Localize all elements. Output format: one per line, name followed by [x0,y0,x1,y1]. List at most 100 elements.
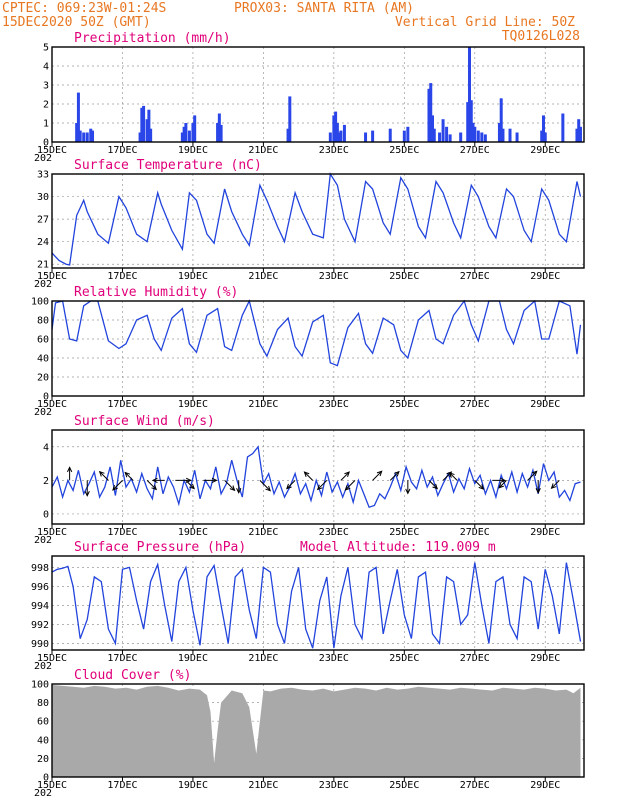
precip-bar [483,134,487,142]
x-tick-label: 25DEC [389,653,419,664]
precip-bar [431,115,435,142]
x-tick-label: 27DEC [460,780,490,791]
precip-bar [182,126,186,142]
precip-bar [499,98,503,142]
wind-arrow [317,480,328,490]
panel-frame [51,46,585,143]
x-tick-label: 19DEC [178,780,208,791]
y-tick-label: 996 [31,582,49,593]
precip-bar [328,132,332,142]
precip-bar [82,132,86,142]
wind-arrow-head [531,470,538,477]
precip-bar [335,123,339,142]
x-tick-label: 29DEC [530,271,560,282]
y-tick-label: 80 [37,316,49,327]
precip-bar [508,128,512,142]
x-tick-label: 21DEC [248,145,278,156]
x-tick-label: 21DEC [248,780,278,791]
precip-bar [75,123,79,142]
x-tick-label: 27DEC [460,271,490,282]
wind-arrow-head [448,472,455,478]
x-tick-label: 19DEC [178,399,208,410]
wind-arrow [474,480,484,490]
precip-bar [541,115,545,142]
x-tick-label: 25DEC [389,399,419,410]
wind-arrow [259,480,271,492]
y-tick-label: 4 [43,62,49,73]
wind-arrow-head [98,470,105,477]
wind-arrow-head [550,483,557,490]
precip-bar [501,128,505,142]
wind-arrow [112,480,123,491]
panel-cloud-cover: 0 20 40 60 80 100 15DEC 17DEC 19DEC 21DEC 23DEC 25D… [31,668,585,799]
precip-bar [89,128,93,142]
panel-humidity: 0 20 40 60 80 100 15DEC 17DEC 19DEC 21DEC 23DEC 25D… [31,285,585,418]
wind-arrow [340,471,350,481]
wind-arrow [224,480,235,491]
y-tick-label: 994 [31,601,49,612]
panel-title: Surface Wind (m/s) [74,414,215,429]
wind-arrow-head [498,482,504,489]
wind-arrow-head [189,483,195,490]
precip-bar [438,132,442,142]
wind-arrow-head [112,484,118,491]
y-tick-label: 80 [37,698,49,709]
x-year-label: 202 [34,153,52,164]
y-tick-label: 33 [37,170,49,181]
panel-pressure: 990 992 994 996 998 15DEC 17DEC 19DEC 21DEC 23DEC… [31,540,585,672]
precip-bar [147,109,151,142]
precip-bar [334,111,338,142]
x-tick-label: 17DEC [107,527,137,538]
x-tick-label: 23DEC [319,527,349,538]
precip-bar [339,130,343,142]
wind-arrow-head [84,491,90,497]
x-year-label: 202 [34,279,52,290]
header-run-time: 15DEC2020 50Z (GMT) [2,15,151,30]
panel-frame [51,173,585,269]
x-tick-label: 23DEC [319,271,349,282]
x-tick-label: 25DEC [389,527,419,538]
x-tick-label: 15DEC [37,780,67,791]
precip-bar [448,134,452,142]
precip-bar [191,123,195,142]
panel-title: Surface Pressure (hPa) [74,540,246,555]
x-tick-label: 29DEC [530,527,560,538]
precip-bar [342,124,346,142]
x-tick-label: 19DEC [178,653,208,664]
wind-arrow [345,480,356,491]
wind-arrow [372,470,383,481]
precip-bar [480,132,484,142]
y-tick-label: 20 [37,754,49,765]
precip-bar [402,130,406,142]
precip-bar [467,47,471,142]
precip-bar [193,115,197,142]
precip-bar [515,132,519,142]
precip-bar [216,123,220,142]
x-tick-label: 21DEC [248,271,278,282]
wind-arrow-head [124,471,131,478]
panel-title: Precipitation (mm/h) [74,31,231,46]
precip-bar [578,126,582,142]
x-tick-label: 15DEC [37,271,67,282]
panel-temperature: 21 24 27 30 33 15DEC 17DEC 19DEC 21DEC 23DEC 25DEC… [34,158,585,290]
precip-bar [577,119,581,142]
header-grid-line: Vertical Grid Line: 50Z [395,15,575,30]
x-year-label: 202 [34,407,52,418]
precip-bar [364,132,368,142]
series-line [51,172,582,266]
precip-bar [78,130,82,142]
x-tick-label: 17DEC [107,780,137,791]
x-tick-label: 27DEC [460,653,490,664]
x-tick-label: 15DEC [37,527,67,538]
panel-wind: 0 2 4 15DEC 17DEC 19DEC 21DEC 23DEC 25DEC 27DEC 29… [34,414,585,546]
x-tick-label: 15DEC [37,653,67,664]
precip-bar [149,128,153,142]
cloud-cover-area [52,684,581,777]
y-tick-label: 990 [31,639,49,650]
wind-arrow-head [376,470,383,477]
series-line [51,562,582,649]
panel-frame [51,300,585,397]
x-tick-label: 29DEC [530,653,560,664]
x-tick-label: 17DEC [107,399,137,410]
